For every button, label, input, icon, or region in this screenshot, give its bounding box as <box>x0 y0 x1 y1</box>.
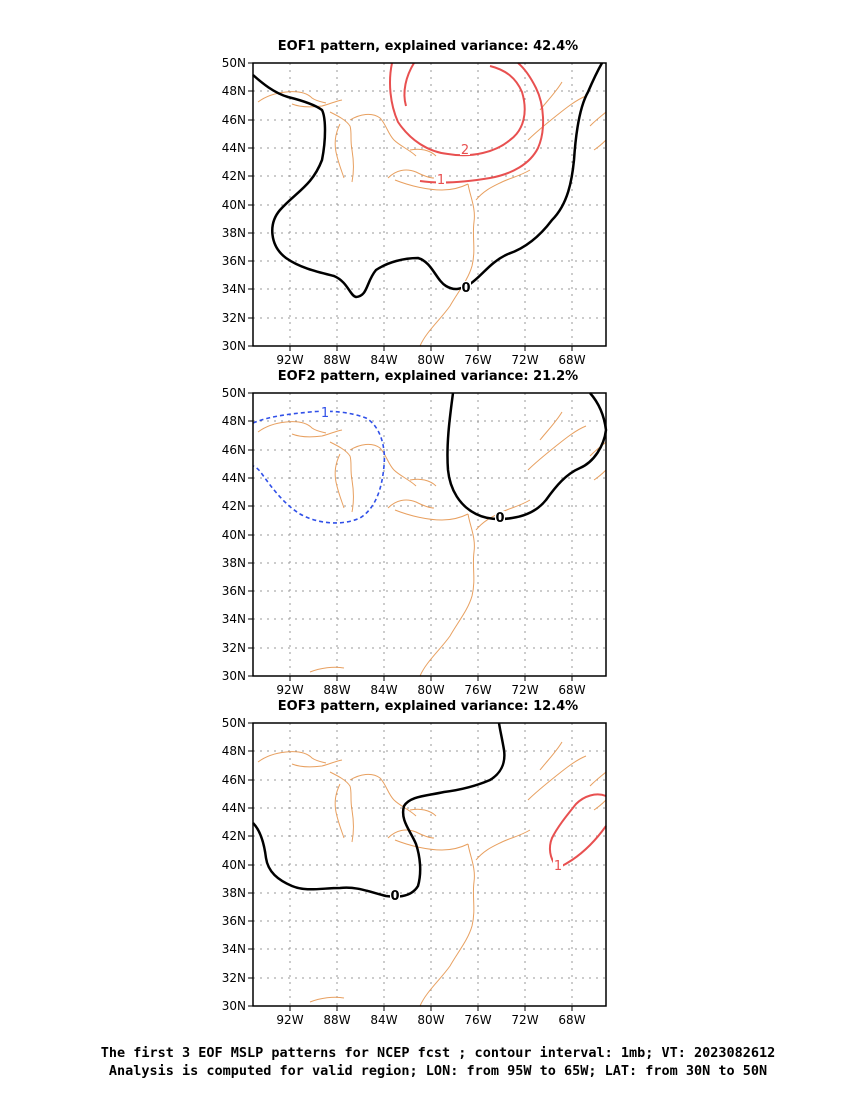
lon-tick-label: 92W <box>276 353 303 367</box>
panel-eof2-contours <box>252 392 608 524</box>
lat-tick-label: 46N <box>222 113 246 127</box>
contour-label-positive: 1 <box>554 859 562 874</box>
lat-tick-label: 40N <box>222 858 246 872</box>
lon-tick-label: 92W <box>276 683 303 697</box>
panel-eof3: EOF3 pattern, explained variance: 12.4% … <box>222 699 607 1027</box>
lon-tick-label: 80W <box>417 683 444 697</box>
panel-eof2-grid <box>253 393 606 676</box>
panel-eof3-contour-labels: 01 <box>390 859 563 904</box>
lat-tick-label: 34N <box>222 282 246 296</box>
lat-tick-label: 44N <box>222 801 246 815</box>
lat-tick-label: 40N <box>222 528 246 542</box>
contour-label-bg <box>320 406 330 418</box>
lat-tick-label: 44N <box>222 141 246 155</box>
lon-tick-label: 68W <box>558 1013 585 1027</box>
lon-tick-label: 76W <box>464 353 491 367</box>
lat-tick-label: 36N <box>222 914 246 928</box>
lon-tick-label: 72W <box>511 683 538 697</box>
lat-tick-label: 46N <box>222 773 246 787</box>
panel-eof1-grid <box>253 63 606 346</box>
panel-eof3-grid <box>253 723 606 1006</box>
panel-eof1-contours <box>252 62 604 299</box>
lon-tick-label: 68W <box>558 683 585 697</box>
panel-eof3-lat-ticks: 50N 48N 46N 44N 42N 40N 38N 36N 34N 32N 30N <box>222 716 253 1013</box>
lat-tick-label: 36N <box>222 254 246 268</box>
lat-tick-label: 30N <box>222 999 246 1013</box>
contour-label-negative: 1 <box>321 406 329 421</box>
panel-eof3-coastline <box>257 741 607 1007</box>
lat-tick-label: 50N <box>222 386 246 400</box>
panel-eof1: EOF1 pattern, explained variance: 42.4% … <box>222 39 607 367</box>
lon-tick-label: 76W <box>464 1013 491 1027</box>
lon-tick-label: 80W <box>417 1013 444 1027</box>
contour-label-positive: 1 <box>437 173 445 188</box>
lon-tick-label: 84W <box>370 1013 397 1027</box>
lon-tick-label: 76W <box>464 683 491 697</box>
panel-eof2-lat-ticks: 50N 48N 46N 44N 42N 40N 38N 36N 34N 32N 30N <box>222 386 253 683</box>
lat-tick-label: 38N <box>222 886 246 900</box>
lat-tick-label: 36N <box>222 584 246 598</box>
panel-eof2: EOF2 pattern, explained variance: 21.2% … <box>222 369 608 697</box>
contour-label-zero: 0 <box>390 889 399 904</box>
lat-tick-label: 32N <box>222 311 246 325</box>
lon-tick-label: 92W <box>276 1013 303 1027</box>
panel-eof2-coastline <box>257 411 607 677</box>
lat-tick-label: 42N <box>222 499 246 513</box>
lat-tick-label: 42N <box>222 169 246 183</box>
lat-tick-label: 48N <box>222 414 246 428</box>
panel-eof2-contour-labels: 01 <box>320 406 505 526</box>
contour-label-bg <box>390 889 400 901</box>
contour-label-bg <box>460 143 470 155</box>
panel-eof2-lon-ticks: 92W 88W 84W 80W 76W 72W 68W <box>276 676 586 697</box>
contour-label-zero: 0 <box>461 281 470 296</box>
lat-tick-label: 50N <box>222 56 246 70</box>
lon-tick-label: 68W <box>558 353 585 367</box>
panel-eof1-title: EOF1 pattern, explained variance: 42.4% <box>278 39 578 54</box>
lon-tick-label: 88W <box>323 353 350 367</box>
contour-label-bg <box>436 173 446 185</box>
panel-eof2-title: EOF2 pattern, explained variance: 21.2% <box>278 369 578 384</box>
lon-tick-label: 72W <box>511 1013 538 1027</box>
lat-tick-label: 32N <box>222 641 246 655</box>
contour-label-positive: 2 <box>461 143 469 158</box>
lon-tick-label: 88W <box>323 683 350 697</box>
caption-line-2: Analysis is computed for valid region; L… <box>109 1063 767 1079</box>
lat-tick-label: 42N <box>222 829 246 843</box>
panel-eof3-lon-ticks: 92W 88W 84W 80W 76W 72W 68W <box>276 1006 586 1027</box>
lon-tick-label: 84W <box>370 683 397 697</box>
panel-eof3-title: EOF3 pattern, explained variance: 12.4% <box>278 699 578 714</box>
lat-tick-label: 34N <box>222 942 246 956</box>
lat-tick-label: 30N <box>222 669 246 683</box>
panel-eof1-lon-ticks: 92W 88W 84W 80W 76W 72W 68W <box>276 346 586 367</box>
lat-tick-label: 34N <box>222 612 246 626</box>
panel-eof1-contour-labels: 0 1 2 <box>436 143 471 296</box>
caption-line-1: The first 3 EOF MSLP patterns for NCEP f… <box>101 1045 776 1061</box>
lon-tick-label: 80W <box>417 353 444 367</box>
lat-tick-label: 46N <box>222 443 246 457</box>
lat-tick-label: 48N <box>222 84 246 98</box>
lat-tick-label: 30N <box>222 339 246 353</box>
contour-label-bg <box>495 511 505 523</box>
lat-tick-label: 44N <box>222 471 246 485</box>
lon-tick-label: 84W <box>370 353 397 367</box>
lat-tick-label: 50N <box>222 716 246 730</box>
lon-tick-label: 72W <box>511 353 538 367</box>
lat-tick-label: 38N <box>222 556 246 570</box>
panel-eof1-lat-ticks: 50N 48N 46N 44N 42N 40N 38N 36N 34N 32N 30N <box>222 56 253 353</box>
lon-tick-label: 88W <box>323 1013 350 1027</box>
contour-label-bg <box>553 859 563 871</box>
panel-eof1-coastline <box>257 81 607 347</box>
lat-tick-label: 32N <box>222 971 246 985</box>
contour-label-bg <box>461 281 471 293</box>
lat-tick-label: 40N <box>222 198 246 212</box>
contour-label-zero: 0 <box>495 511 504 526</box>
lat-tick-label: 38N <box>222 226 246 240</box>
lat-tick-label: 48N <box>222 744 246 758</box>
